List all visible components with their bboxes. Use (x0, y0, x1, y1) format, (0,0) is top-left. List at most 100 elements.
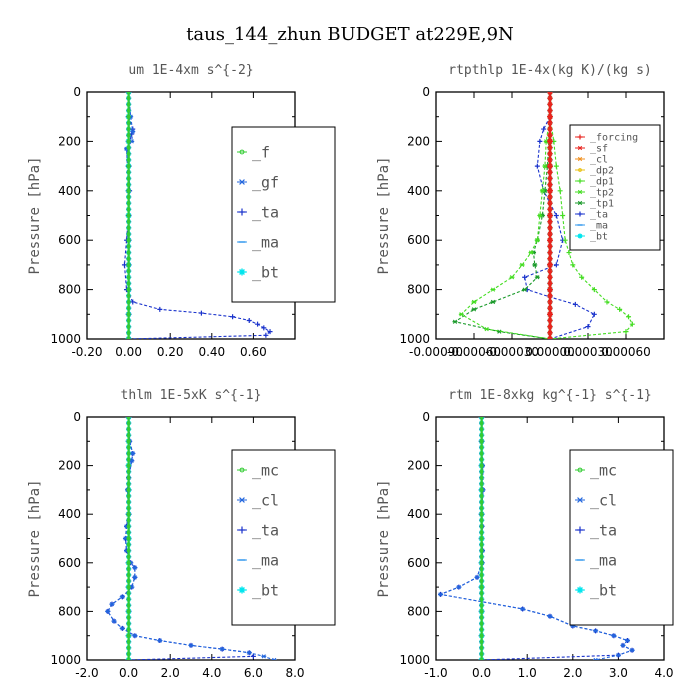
data-point (126, 475, 131, 480)
legend-entry: _tp1 (590, 199, 614, 210)
data-point (132, 633, 138, 638)
data-point (126, 188, 131, 193)
data-point (547, 262, 553, 268)
data-point (126, 524, 131, 529)
x-tick-label: -0.20 (71, 345, 102, 359)
data-point (126, 232, 131, 236)
y-tick-label: 200 (407, 459, 430, 473)
data-point (479, 463, 484, 468)
data-point (111, 618, 117, 624)
data-point (547, 114, 553, 120)
legend-entry: _bt (252, 581, 279, 599)
data-point (479, 585, 484, 590)
data-point (126, 633, 131, 638)
data-point (126, 542, 131, 547)
data-point (458, 312, 464, 317)
data-point (246, 650, 252, 655)
series-line-ta (123, 92, 271, 339)
legend-marker (577, 467, 583, 473)
data-point (126, 324, 131, 329)
data-point (126, 225, 131, 230)
legend: _mc _cl _ta _ma _bt (231, 449, 336, 626)
legend-marker (238, 526, 246, 534)
y-tick-label: 400 (58, 507, 81, 521)
data-point (126, 603, 131, 608)
data-point (479, 658, 484, 660)
data-point (126, 219, 131, 224)
series-area (105, 417, 277, 660)
x-tick-label: 0.00060 (601, 345, 651, 359)
data-point (126, 451, 131, 456)
data-point (126, 238, 131, 243)
data-point (126, 287, 131, 292)
data-point (547, 311, 553, 317)
data-point (126, 639, 131, 644)
data-point (479, 597, 484, 602)
y-tick-label: 400 (407, 507, 430, 521)
data-point (230, 314, 236, 320)
data-point (126, 108, 131, 113)
data-point (188, 643, 194, 648)
chart-panel-2: rtpthlp 1E-4x(kg K)/(kg s) Pressure [hPa]… (376, 63, 665, 359)
panel-title: um 1E-4xm s^{-2} (128, 63, 253, 78)
legend-entry: _cl (590, 491, 617, 509)
data-point (126, 609, 131, 614)
data-point (479, 500, 484, 504)
data-point (547, 299, 553, 305)
data-point (547, 107, 553, 114)
y-tick-label: 200 (58, 134, 81, 148)
x-tick-label: 6.0 (244, 666, 263, 680)
data-point (547, 243, 553, 249)
data-point (479, 591, 484, 596)
legend-entry: _dp1 (590, 177, 614, 188)
data-point (126, 548, 131, 553)
y-tick-label: 1000 (50, 332, 81, 346)
data-point (547, 219, 553, 225)
data-point (534, 238, 540, 243)
data-point (126, 417, 131, 419)
data-point (532, 262, 538, 268)
data-point (522, 287, 528, 292)
data-point (126, 487, 131, 492)
legend-entry: _bt (252, 263, 279, 281)
data-point (615, 653, 621, 658)
data-point (126, 201, 131, 206)
data-point (625, 638, 631, 643)
data-point (547, 92, 553, 95)
y-tick-label: 800 (407, 283, 430, 297)
figure-title: taus_144_zhun BUDGET at229E,9N (186, 24, 514, 45)
data-point (553, 262, 559, 268)
data-point (126, 337, 131, 339)
data-point (119, 626, 125, 631)
y-tick-label: 800 (58, 283, 81, 297)
data-point (126, 92, 131, 94)
panel-title: thlm 1E-5xK s^{-1} (121, 388, 262, 403)
legend-entry: _dp2 (590, 166, 614, 177)
data-point (132, 575, 138, 580)
data-point (591, 287, 597, 293)
data-point (126, 457, 131, 462)
y-tick-label: 200 (58, 459, 81, 473)
data-point (126, 518, 131, 523)
data-point (130, 451, 136, 456)
y-tick-label: 400 (407, 184, 430, 198)
y-axis-label: Pressure [hPa] (376, 479, 392, 597)
data-point (623, 329, 629, 335)
data-point (126, 651, 131, 656)
data-point (629, 648, 635, 653)
legend-marker (238, 179, 246, 185)
data-point (126, 170, 131, 175)
data-point (126, 306, 131, 311)
data-point (528, 250, 534, 255)
data-point (547, 188, 553, 194)
legend-entry: _ta (590, 521, 617, 539)
data-point (479, 645, 484, 650)
x-tick-label: -1.0 (424, 666, 447, 680)
data-point (617, 306, 623, 312)
data-point (479, 639, 484, 644)
x-tick-label: 0.60 (240, 345, 267, 359)
legend-marker (577, 211, 583, 217)
data-point (593, 657, 599, 660)
data-point (520, 606, 526, 612)
data-point (126, 421, 131, 426)
